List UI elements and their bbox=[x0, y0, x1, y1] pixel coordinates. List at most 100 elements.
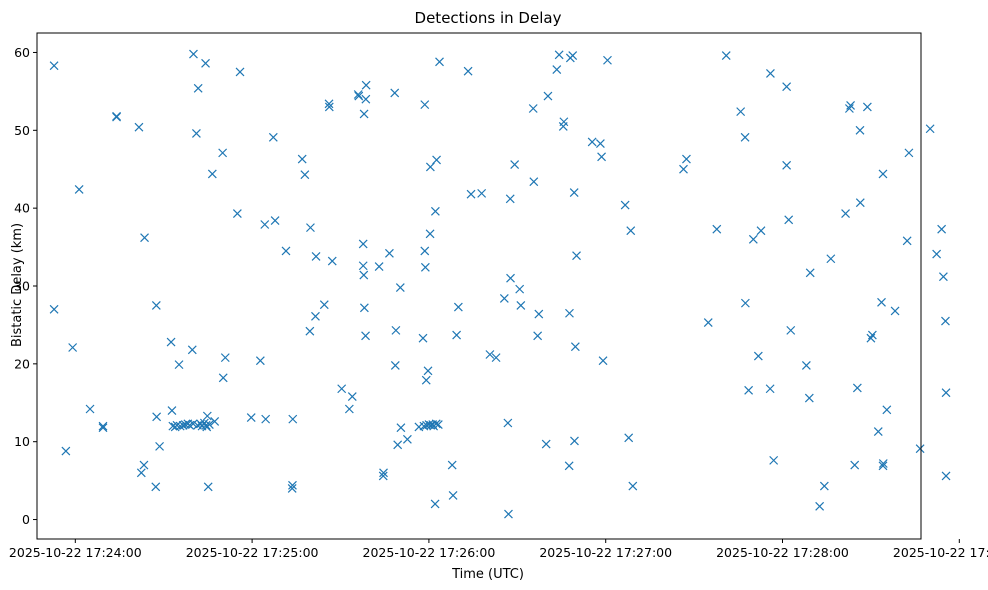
data-point bbox=[452, 330, 462, 340]
data-point bbox=[232, 209, 242, 219]
data-point bbox=[167, 406, 177, 415]
data-point bbox=[844, 104, 854, 113]
data-point bbox=[740, 132, 750, 142]
data-point bbox=[878, 461, 888, 471]
data-point bbox=[297, 154, 307, 164]
data-point bbox=[570, 436, 579, 446]
data-point bbox=[703, 318, 713, 328]
data-point bbox=[175, 421, 185, 431]
data-point bbox=[402, 434, 412, 444]
data-point bbox=[554, 50, 564, 60]
data-point bbox=[311, 251, 321, 261]
data-point bbox=[354, 91, 364, 101]
data-point bbox=[938, 272, 948, 282]
data-point bbox=[506, 273, 515, 283]
data-point bbox=[136, 468, 146, 478]
data-point bbox=[187, 345, 197, 355]
data-point bbox=[570, 342, 580, 352]
data-point bbox=[846, 100, 855, 110]
x-tick-label: 2025-10-22 17:27:00 bbox=[539, 545, 672, 560]
data-point bbox=[288, 480, 297, 490]
data-point bbox=[155, 441, 165, 451]
data-point bbox=[220, 353, 230, 363]
data-point bbox=[784, 215, 794, 225]
data-point bbox=[568, 51, 578, 60]
data-point bbox=[139, 460, 149, 470]
data-point bbox=[431, 419, 441, 429]
data-point bbox=[361, 80, 371, 90]
data-point bbox=[485, 350, 495, 359]
data-point bbox=[782, 82, 792, 92]
data-point bbox=[877, 297, 886, 307]
data-point bbox=[447, 460, 457, 470]
data-point bbox=[626, 226, 636, 236]
data-point bbox=[288, 414, 298, 424]
data-point bbox=[391, 325, 401, 335]
data-point bbox=[203, 482, 213, 492]
data-point bbox=[359, 109, 369, 119]
data-point bbox=[430, 499, 440, 509]
data-point bbox=[358, 261, 368, 271]
data-point bbox=[319, 300, 329, 310]
data-point bbox=[533, 331, 543, 341]
data-point bbox=[466, 189, 476, 199]
data-point bbox=[878, 169, 888, 179]
data-point bbox=[152, 412, 162, 422]
data-point bbox=[603, 55, 612, 65]
data-point bbox=[850, 460, 860, 470]
data-point bbox=[98, 423, 108, 433]
data-point bbox=[61, 446, 71, 456]
data-point bbox=[852, 383, 862, 393]
data-point bbox=[620, 200, 630, 210]
data-point bbox=[504, 509, 513, 519]
y-axis-title: Bistatic Delay (km) bbox=[10, 223, 25, 347]
data-point bbox=[359, 270, 369, 280]
plot-area bbox=[36, 32, 951, 540]
y-tick-label: 0 bbox=[22, 512, 30, 527]
data-point bbox=[261, 414, 271, 424]
data-point bbox=[207, 169, 217, 179]
data-point bbox=[769, 455, 779, 465]
y-tick-label: 50 bbox=[14, 123, 30, 138]
data-point bbox=[510, 160, 520, 169]
data-point bbox=[421, 375, 431, 385]
data-point bbox=[379, 468, 388, 478]
data-point bbox=[744, 385, 754, 395]
data-point bbox=[49, 304, 59, 314]
data-point bbox=[260, 220, 270, 229]
x-tick-label: 2025-10-22 17:28:00 bbox=[716, 545, 849, 560]
data-point bbox=[202, 411, 212, 421]
data-point bbox=[359, 303, 369, 313]
data-point bbox=[534, 309, 544, 319]
data-point bbox=[74, 185, 84, 194]
data-point bbox=[112, 111, 121, 121]
data-point bbox=[572, 251, 581, 261]
x-axis: 2025-10-22 17:24:00 2025-10-22 17:25:00 20… bbox=[9, 539, 988, 560]
data-point bbox=[721, 51, 731, 60]
data-point bbox=[477, 188, 487, 198]
data-point bbox=[268, 132, 278, 142]
data-point bbox=[499, 294, 509, 303]
y-tick-label: 10 bbox=[14, 434, 30, 449]
data-point bbox=[463, 66, 473, 76]
data-point bbox=[878, 459, 888, 468]
data-point bbox=[756, 226, 766, 236]
data-point bbox=[172, 420, 182, 430]
data-point bbox=[49, 61, 59, 71]
data-point bbox=[324, 99, 334, 109]
data-point bbox=[140, 233, 149, 243]
data-point bbox=[925, 124, 935, 134]
x-tick-label: 2025-10-22 17:29:00 bbox=[893, 545, 988, 560]
data-point bbox=[516, 301, 526, 310]
chart-title: Detections in Delay bbox=[415, 9, 562, 27]
data-point bbox=[270, 216, 280, 226]
data-point bbox=[98, 421, 108, 431]
data-point bbox=[344, 404, 354, 414]
y-tick-label: 20 bbox=[14, 356, 30, 371]
x-tick-label: 2025-10-22 17:25:00 bbox=[186, 545, 319, 560]
data-point bbox=[782, 160, 792, 170]
data-point bbox=[890, 306, 900, 316]
data-point bbox=[841, 209, 850, 219]
